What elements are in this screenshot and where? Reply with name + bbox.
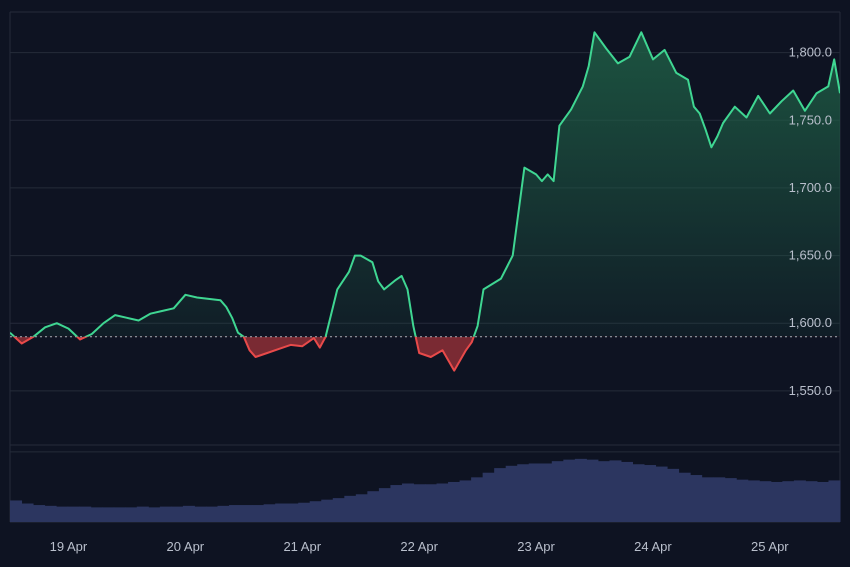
- volume-bar: [436, 483, 449, 522]
- price-line-down: [12, 336, 475, 372]
- x-tick-label: 23 Apr: [517, 539, 555, 554]
- volume-bar: [252, 505, 265, 522]
- volume-bar: [390, 485, 403, 522]
- volume-bar: [425, 484, 438, 522]
- volume-bar: [448, 481, 461, 522]
- price-line-up: [10, 31, 840, 337]
- volume-bar: [759, 481, 772, 522]
- volume-bar: [655, 466, 668, 522]
- x-tick-label: 19 Apr: [50, 539, 88, 554]
- volume-bar: [505, 465, 518, 522]
- volume-bar: [205, 506, 218, 522]
- volume-bar: [586, 459, 599, 522]
- volume-bar: [10, 500, 23, 522]
- y-tick-label: 1,600.0: [789, 315, 832, 330]
- volume-bar: [540, 463, 553, 522]
- volume-bar: [56, 506, 69, 522]
- volume-bar: [632, 464, 645, 522]
- volume-bar: [102, 507, 115, 522]
- volume-bar: [275, 503, 288, 522]
- volume-bar: [747, 480, 760, 522]
- volume-bar: [690, 475, 703, 522]
- volume-bar: [644, 465, 657, 522]
- volume-bar: [90, 507, 103, 522]
- volume-bar: [344, 495, 357, 522]
- volume-bar: [701, 477, 714, 522]
- volume-bar: [44, 505, 57, 522]
- volume-bar: [609, 460, 622, 522]
- volume-bar: [782, 481, 795, 522]
- volume-bar: [355, 494, 368, 522]
- volume-bar: [148, 507, 161, 522]
- area-fill-up: [10, 32, 840, 337]
- volume-bar: [597, 461, 610, 522]
- y-axis: 1,550.0 1,600.0 1,650.0 1,700.0 1,750.0 1,800…: [789, 45, 832, 398]
- volume-bar: [159, 506, 172, 522]
- line-layer: [10, 31, 840, 372]
- volume-bar: [194, 506, 207, 522]
- volume-bar: [113, 507, 126, 522]
- volume-bar: [79, 506, 92, 522]
- y-tick-label: 1,750.0: [789, 112, 832, 127]
- volume-bar: [401, 483, 414, 522]
- volume-bar: [517, 464, 530, 522]
- volume-bar: [263, 504, 276, 522]
- volume-bar: [125, 507, 138, 522]
- volume-bar: [332, 498, 345, 522]
- x-tick-label: 20 Apr: [167, 539, 205, 554]
- volume-bar: [805, 481, 818, 522]
- x-tick-label: 21 Apr: [283, 539, 321, 554]
- x-axis: 19 Apr 20 Apr 21 Apr 22 Apr 23 Apr 24 Apr 25 A…: [50, 539, 790, 554]
- volume-bar: [667, 468, 680, 522]
- x-tick-label: 24 Apr: [634, 539, 672, 554]
- volume-bar: [793, 480, 806, 522]
- volume-bar: [413, 484, 426, 522]
- volume-bar: [67, 506, 80, 522]
- volume-bar: [286, 503, 299, 522]
- volume-bar: [770, 481, 783, 522]
- volume-bar: [494, 468, 507, 522]
- volume-bar: [724, 478, 737, 522]
- volume-bar: [551, 461, 564, 522]
- volume-bar: [321, 499, 334, 522]
- volume-bar: [816, 481, 829, 522]
- volume-bar: [136, 506, 149, 522]
- volume-bar: [713, 477, 726, 522]
- volume-bar: [21, 503, 34, 522]
- volume-bar: [459, 480, 472, 522]
- volume-bar: [171, 506, 184, 522]
- volume-bar: [182, 505, 195, 522]
- volume-bar: [240, 505, 253, 522]
- y-tick-label: 1,700.0: [789, 180, 832, 195]
- volume-bar: [574, 458, 587, 522]
- volume-bar: [309, 501, 322, 522]
- volume-bar: [736, 479, 749, 522]
- volume-bar: [620, 461, 633, 522]
- x-tick-label: 22 Apr: [400, 539, 438, 554]
- volume-bar: [367, 491, 380, 522]
- volume-bar: [528, 463, 541, 522]
- volume-bar: [378, 488, 391, 522]
- volume-bar: [482, 472, 495, 522]
- fill-layer: [10, 32, 840, 371]
- volume-bar: [828, 480, 841, 522]
- y-tick-label: 1,550.0: [789, 383, 832, 398]
- y-tick-label: 1,800.0: [789, 45, 832, 60]
- volume-bar: [217, 505, 230, 522]
- volume-bar: [298, 502, 311, 522]
- volume-bar: [33, 505, 46, 522]
- x-tick-label: 25 Apr: [751, 539, 789, 554]
- y-tick-label: 1,650.0: [789, 248, 832, 263]
- volume-bar: [678, 472, 691, 522]
- volume-layer: [10, 458, 841, 522]
- volume-bar: [229, 505, 242, 522]
- area-fill-down: [10, 336, 840, 371]
- volume-bar: [563, 459, 576, 522]
- volume-bar: [471, 477, 484, 522]
